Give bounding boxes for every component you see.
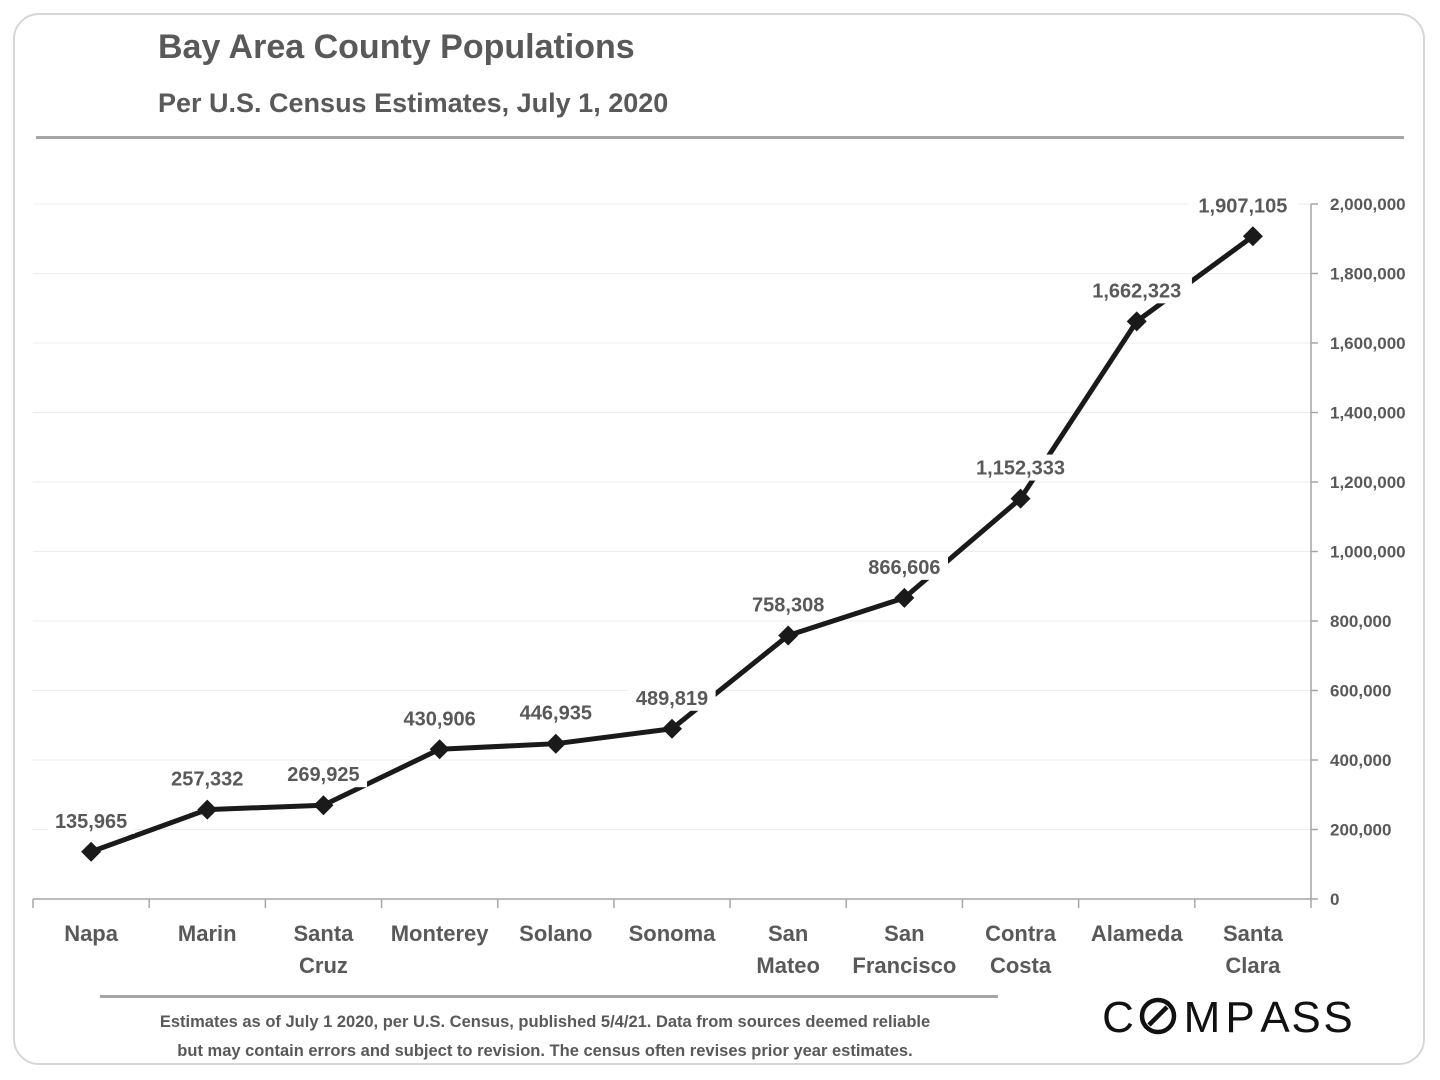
x-tick-label: Mateo [756,953,820,978]
series-line [90,234,1255,855]
footnote: Estimates as of July 1 2020, per U.S. Ce… [100,1008,990,1066]
data-label: 257,332 [171,769,243,791]
data-label: 866,606 [868,557,940,579]
x-tick-label: Santa [293,921,354,946]
y-tick-label: 800,000 [1330,612,1391,631]
data-point [1126,311,1147,332]
x-tick-label: Francisco [852,953,956,978]
data-label: 489,819 [636,688,708,710]
chart-subtitle: Per U.S. Census Estimates, July 1, 2020 [158,88,669,118]
x-tick-label: Solano [519,921,592,946]
data-label-bg [47,807,135,834]
data-label-bg [163,765,251,792]
data-label: 1,152,333 [976,458,1065,480]
x-tick-label: Alameda [1091,921,1183,946]
data-point [1242,226,1263,247]
data-label-bg [965,454,1076,481]
chart-card [13,13,1425,1065]
y-tick-label: 2,000,000 [1330,195,1406,214]
logo-letter: P [1225,993,1254,1042]
x-tick-label: Santa [1223,921,1284,946]
x-tick-label: Clara [1225,953,1281,978]
header-divider [36,136,1404,139]
data-label: 758,308 [752,594,824,616]
logo-letter: M [1184,993,1221,1042]
data-point [81,841,102,862]
data-point [778,625,799,646]
x-tick-label: Marin [178,921,237,946]
logo-letter: C [1102,993,1134,1042]
footnote-line-2: but may contain errors and subject to re… [177,1042,913,1060]
chart-title: Bay Area County Populations [158,28,635,66]
data-point [429,739,450,760]
data-label-bg [396,705,484,732]
logo-letter: S [1291,993,1320,1042]
data-label-bg [512,699,600,726]
data-point [894,587,915,608]
data-label-bg [628,684,716,711]
x-tick-label: Costa [990,953,1052,978]
x-tick-label: Cruz [299,953,348,978]
y-tick-label: 600,000 [1330,682,1391,701]
x-tick-label: Sonoma [629,921,717,946]
data-point [313,795,334,816]
y-tick-label: 1,600,000 [1330,334,1406,353]
data-point [545,733,566,754]
footnote-line-1: Estimates as of July 1 2020, per U.S. Ce… [159,1013,931,1031]
y-tick-label: 1,800,000 [1330,265,1406,284]
logo-letter: S [1323,993,1352,1042]
x-tick-label: San [884,921,924,946]
data-label: 1,662,323 [1092,280,1181,302]
y-tick-label: 1,200,000 [1330,473,1406,492]
data-point [197,799,218,820]
data-label-bg [1081,277,1192,304]
data-label-bg [279,761,368,788]
data-label: 269,925 [287,764,359,786]
y-tick-label: 200,000 [1330,821,1391,840]
data-label: 446,935 [520,703,592,725]
x-tick-label: San [768,921,808,946]
data-point [662,718,682,739]
y-tick-label: 0 [1330,890,1339,909]
data-label: 1,907,105 [1198,195,1287,217]
x-tick-label: Contra [985,921,1057,946]
data-label-bg [744,591,832,618]
y-tick-label: 1,400,000 [1330,404,1406,423]
logo-letter: A [1260,993,1290,1042]
footer-divider [100,995,998,998]
data-label: 430,906 [403,708,475,730]
data-point [1010,488,1031,509]
data-label-bg [1187,192,1299,219]
x-tick-label: Napa [64,921,119,946]
data-label-bg [860,553,948,580]
y-tick-label: 1,000,000 [1330,543,1406,562]
x-tick-label: Monterey [391,921,490,946]
logo-o-glyph [1139,997,1177,1035]
data-label: 135,965 [55,811,127,833]
y-tick-label: 400,000 [1330,751,1391,770]
